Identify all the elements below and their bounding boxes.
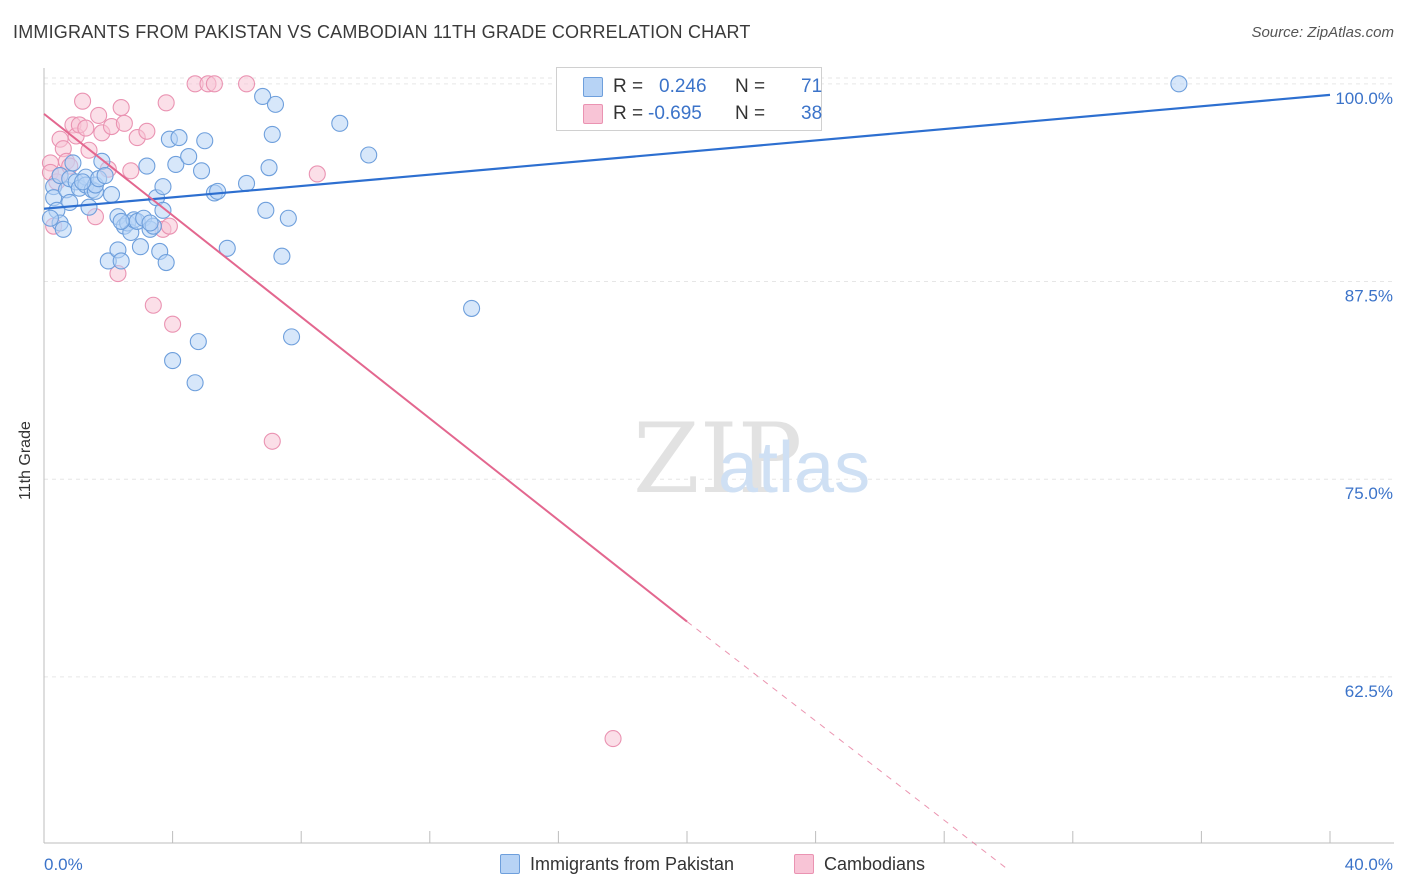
legend-swatch-pakistan [583,77,603,97]
pakistan-point [102,185,121,204]
pakistan-point [331,114,349,132]
cambodians-trend-extension [686,621,1009,871]
pakistan-point [192,162,211,180]
legend-label-pakistan: Immigrants from Pakistan [530,853,735,874]
chart-title: IMMIGRANTS FROM PAKISTAN VS CAMBODIAN 11… [13,22,751,42]
legend-r-value-pakistan: 0.246 [659,76,707,97]
pakistan-point [170,129,188,147]
legend-r-label: R = [613,103,644,124]
pakistan-point [189,333,207,351]
pakistan-point [273,247,291,265]
pakistan-point [186,374,204,392]
pakistan-point [257,201,275,219]
cambodians-point [138,122,156,140]
pakistan-point [157,253,175,272]
pakistan-point [64,154,82,172]
pakistan-point [463,299,481,317]
pakistan-point [237,174,256,193]
legend-r-label: R = [613,76,644,97]
pakistan-point [1170,75,1188,93]
pakistan-point [209,182,227,200]
pakistan-point [218,239,236,257]
pakistan-point [54,220,72,238]
legend-item-cambodians: Cambodians [794,852,925,876]
cambodians-point [263,432,281,450]
pakistan-point [80,198,98,216]
pakistan-points [41,75,1188,392]
watermark: ZIP atlas [633,403,870,515]
pakistan-point [180,148,198,166]
cambodians-point [122,162,140,180]
cambodians-point [144,296,162,314]
pakistan-point [263,125,281,143]
legend-swatch-cambodians [794,854,814,874]
cambodians-point [74,92,92,110]
y-tick-label: 100.0% [1335,89,1393,108]
grid-lines [44,77,1394,678]
cambodians-point [160,217,178,235]
tick-labels: 62.5% 75.0% 87.5% 100.0% 0.0% 40.0% [44,89,1393,874]
watermark-atlas: atlas [718,428,870,508]
legend-swatch-cambodians [583,104,603,124]
legend-swatch-pakistan [500,854,520,874]
watermark-zip: ZIP [633,403,802,515]
pakistan-point [254,87,272,106]
cambodians-point [77,119,95,137]
trend-lines [43,93,1331,871]
legend-item-pakistan: Immigrants from Pakistan [500,852,734,876]
pakistan-point [131,238,149,256]
cambodians-points [41,75,622,748]
pakistan-point [112,212,130,230]
cambodians-point [157,94,175,112]
cambodians-point [115,114,133,132]
pakistan-point [283,328,301,346]
cambodians-point [112,98,130,117]
x-tick-label: 40.0% [1345,855,1393,874]
pakistan-point [74,173,92,191]
pakistan-point [154,201,172,219]
cambodians-point [604,730,622,748]
y-tick-label: 75.0% [1345,484,1393,503]
legend-label-cambodians: Cambodians [824,853,926,874]
cambodians-trend-line [43,113,688,623]
pakistan-point [196,132,214,150]
pakistan-point [360,146,378,164]
source-label: Source: ZipAtlas.com [1251,24,1394,41]
pakistan-point [141,214,159,232]
y-tick-label: 87.5% [1345,287,1393,306]
pakistan-point [138,157,156,175]
pakistan-point [279,209,297,227]
axes [43,68,1394,844]
legend-n-label: N = [735,103,766,124]
cambodians-point [90,106,108,124]
legend-n-value-cambodians: 38 [801,103,823,124]
cambodians-point [237,75,256,93]
stats-legend: R = 0.246 N = 71 R = -0.695 N = 38 [556,67,822,131]
y-tick-label: 62.5% [1345,682,1393,701]
pakistan-point [96,167,114,185]
pakistan-trend-line [43,93,1331,210]
cambodians-point [308,165,326,183]
legend-n-value-pakistan: 71 [801,76,823,97]
pakistan-point [164,352,182,370]
x-tick-label: 0.0% [44,855,83,874]
pakistan-point [167,155,185,174]
legend-r-value-cambodians: -0.695 [648,103,702,124]
cambodians-point [205,75,223,93]
pakistan-point [266,95,285,113]
pakistan-point [154,178,172,196]
y-axis-label: 11th Grade [17,421,34,500]
pakistan-point [41,209,59,227]
pakistan-point [112,252,130,270]
pakistan-point [260,159,278,177]
legend-n-label: N = [735,76,766,97]
cambodians-point [164,315,182,333]
